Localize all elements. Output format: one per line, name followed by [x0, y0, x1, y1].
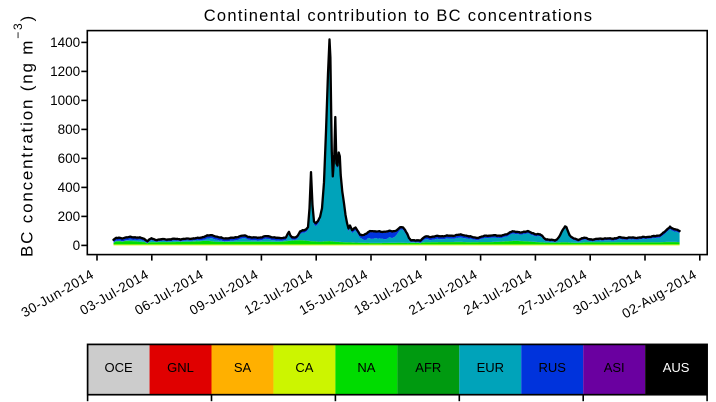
svg-text:NA: NA [357, 360, 375, 375]
svg-text:400: 400 [58, 180, 81, 195]
svg-text:GNL: GNL [167, 360, 194, 375]
svg-text:CA: CA [295, 360, 313, 375]
svg-text:RUS: RUS [538, 360, 566, 375]
svg-text:Continental contribution to BC: Continental contribution to BC concentra… [204, 7, 594, 25]
svg-text:1000: 1000 [50, 93, 80, 108]
svg-text:1200: 1200 [50, 64, 80, 79]
svg-text:AUS: AUS [663, 360, 690, 375]
svg-text:1400: 1400 [50, 35, 80, 50]
svg-text:600: 600 [58, 151, 81, 166]
svg-text:200: 200 [58, 209, 81, 224]
svg-text:OCE: OCE [105, 360, 134, 375]
svg-text:800: 800 [58, 122, 81, 137]
svg-text:ASI: ASI [604, 360, 625, 375]
svg-text:SA: SA [234, 360, 252, 375]
svg-text:AFR: AFR [415, 360, 441, 375]
svg-text:0: 0 [73, 238, 81, 253]
svg-text:EUR: EUR [477, 360, 504, 375]
